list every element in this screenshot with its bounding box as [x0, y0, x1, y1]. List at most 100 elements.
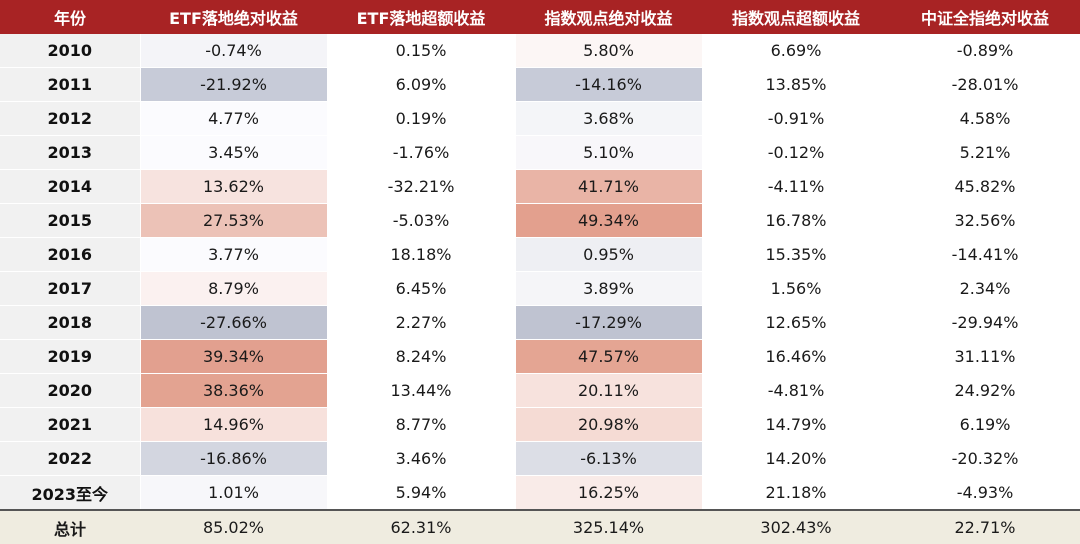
- total-cell: 22.71%: [890, 509, 1080, 544]
- table-row: 2011 -21.92% 6.09% -14.16% 13.85% -28.01%: [0, 67, 1080, 102]
- value-cell: -27.66%: [140, 305, 328, 340]
- value-cell: 3.77%: [140, 237, 328, 272]
- year-cell: 2010: [0, 34, 141, 68]
- table-row: 2013 3.45% -1.76% 5.10% -0.12% 5.21%: [0, 135, 1080, 170]
- value-cell: -4.93%: [890, 475, 1080, 511]
- value-cell: 13.62%: [140, 169, 328, 204]
- value-cell: 0.19%: [327, 101, 516, 136]
- total-row: 总计 85.02% 62.31% 325.14% 302.43% 22.71%: [0, 509, 1080, 544]
- header-csi-all-share-absolute-return: 中证全指绝对收益: [890, 0, 1080, 34]
- value-cell: 16.46%: [702, 339, 891, 374]
- table-row: 2023至今 1.01% 5.94% 16.25% 21.18% -4.93%: [0, 475, 1080, 511]
- value-cell: 0.95%: [515, 237, 703, 272]
- value-cell: -4.11%: [702, 169, 891, 204]
- value-cell: -21.92%: [140, 67, 328, 102]
- value-cell: -14.16%: [515, 67, 703, 102]
- total-cell: 62.31%: [327, 509, 515, 544]
- total-cell: 85.02%: [140, 509, 327, 544]
- year-cell: 2023至今: [0, 475, 141, 511]
- value-cell: -32.21%: [327, 169, 516, 204]
- value-cell: 20.11%: [515, 373, 703, 408]
- value-cell: 24.92%: [890, 373, 1080, 408]
- value-cell: -28.01%: [890, 67, 1080, 102]
- value-cell: 4.77%: [140, 101, 328, 136]
- value-cell: 14.20%: [702, 441, 891, 476]
- year-cell: 2018: [0, 305, 141, 340]
- value-cell: 47.57%: [515, 339, 703, 374]
- value-cell: -4.81%: [702, 373, 891, 408]
- value-cell: 3.46%: [327, 441, 516, 476]
- table-row: 2022 -16.86% 3.46% -6.13% 14.20% -20.32%: [0, 441, 1080, 476]
- value-cell: -17.29%: [515, 305, 703, 340]
- value-cell: 45.82%: [890, 169, 1080, 204]
- value-cell: 14.96%: [140, 407, 328, 442]
- table-row: 2021 14.96% 8.77% 20.98% 14.79% 6.19%: [0, 407, 1080, 442]
- table-body: 2010 -0.74% 0.15% 5.80% 6.69% -0.89% 2011 -21.9…: [0, 34, 1080, 511]
- year-cell: 2012: [0, 101, 141, 136]
- header-row: 年份 ETF落地绝对收益 ETF落地超额收益 指数观点绝对收益 指数观点超额收益…: [0, 0, 1080, 34]
- value-cell: 2.34%: [890, 271, 1080, 306]
- value-cell: -16.86%: [140, 441, 328, 476]
- value-cell: 6.19%: [890, 407, 1080, 442]
- total-label: 总计: [0, 509, 140, 544]
- value-cell: -20.32%: [890, 441, 1080, 476]
- value-cell: 3.89%: [515, 271, 703, 306]
- header-etf-excess-return: ETF落地超额收益: [327, 0, 515, 34]
- value-cell: 6.45%: [327, 271, 516, 306]
- value-cell: 12.65%: [702, 305, 891, 340]
- value-cell: 5.94%: [327, 475, 516, 511]
- year-cell: 2021: [0, 407, 141, 442]
- value-cell: 3.68%: [515, 101, 703, 136]
- table-row: 2016 3.77% 18.18% 0.95% 15.35% -14.41%: [0, 237, 1080, 272]
- value-cell: -1.76%: [327, 135, 516, 170]
- value-cell: 0.15%: [327, 34, 516, 68]
- value-cell: 32.56%: [890, 203, 1080, 238]
- table-header: 年份 ETF落地绝对收益 ETF落地超额收益 指数观点绝对收益 指数观点超额收益…: [0, 0, 1080, 34]
- table-footer: 总计 85.02% 62.31% 325.14% 302.43% 22.71%: [0, 509, 1080, 544]
- value-cell: 20.98%: [515, 407, 703, 442]
- value-cell: 27.53%: [140, 203, 328, 238]
- value-cell: 6.09%: [327, 67, 516, 102]
- year-cell: 2020: [0, 373, 141, 408]
- value-cell: 1.01%: [140, 475, 328, 511]
- value-cell: -14.41%: [890, 237, 1080, 272]
- value-cell: 1.56%: [702, 271, 891, 306]
- year-cell: 2014: [0, 169, 141, 204]
- value-cell: 21.18%: [702, 475, 891, 511]
- header-etf-absolute-return: ETF落地绝对收益: [140, 0, 327, 34]
- year-cell: 2017: [0, 271, 141, 306]
- value-cell: -0.89%: [890, 34, 1080, 68]
- value-cell: 13.44%: [327, 373, 516, 408]
- header-year: 年份: [0, 0, 140, 34]
- value-cell: 2.27%: [327, 305, 516, 340]
- year-cell: 2016: [0, 237, 141, 272]
- value-cell: 8.24%: [327, 339, 516, 374]
- value-cell: 5.21%: [890, 135, 1080, 170]
- total-cell: 325.14%: [515, 509, 702, 544]
- value-cell: 4.58%: [890, 101, 1080, 136]
- year-cell: 2011: [0, 67, 141, 102]
- header-index-view-absolute-return: 指数观点绝对收益: [515, 0, 702, 34]
- value-cell: 3.45%: [140, 135, 328, 170]
- value-cell: 5.10%: [515, 135, 703, 170]
- year-cell: 2019: [0, 339, 141, 374]
- value-cell: 8.77%: [327, 407, 516, 442]
- header-index-view-excess-return: 指数观点超额收益: [702, 0, 890, 34]
- value-cell: -0.12%: [702, 135, 891, 170]
- value-cell: 15.35%: [702, 237, 891, 272]
- value-cell: -6.13%: [515, 441, 703, 476]
- value-cell: -5.03%: [327, 203, 516, 238]
- year-cell: 2015: [0, 203, 141, 238]
- table-row: 2015 27.53% -5.03% 49.34% 16.78% 32.56%: [0, 203, 1080, 238]
- value-cell: 41.71%: [515, 169, 703, 204]
- value-cell: 5.80%: [515, 34, 703, 68]
- value-cell: 8.79%: [140, 271, 328, 306]
- table-row: 2014 13.62% -32.21% 41.71% -4.11% 45.82%: [0, 169, 1080, 204]
- year-cell: 2013: [0, 135, 141, 170]
- table-row: 2018 -27.66% 2.27% -17.29% 12.65% -29.94%: [0, 305, 1080, 340]
- year-cell: 2022: [0, 441, 141, 476]
- value-cell: 14.79%: [702, 407, 891, 442]
- value-cell: 13.85%: [702, 67, 891, 102]
- value-cell: 18.18%: [327, 237, 516, 272]
